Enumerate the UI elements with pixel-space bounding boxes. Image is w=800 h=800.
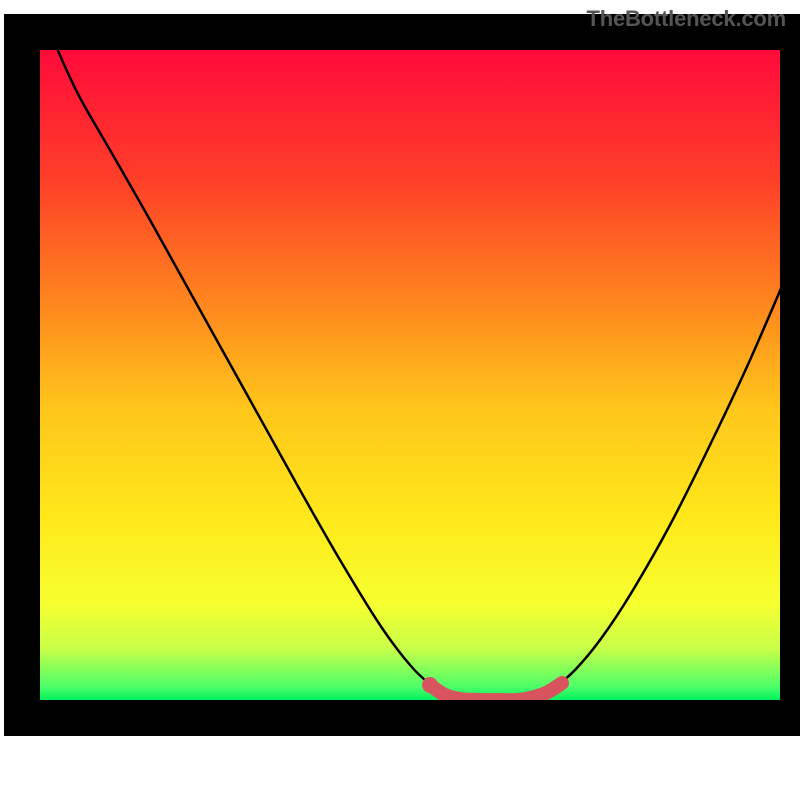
optimal-zone-start-dot <box>422 677 438 693</box>
plot-background <box>40 50 780 700</box>
chart-container: TheBottleneck.com <box>0 0 800 800</box>
watermark: TheBottleneck.com <box>586 6 786 32</box>
bottleneck-curve-chart <box>0 0 800 800</box>
